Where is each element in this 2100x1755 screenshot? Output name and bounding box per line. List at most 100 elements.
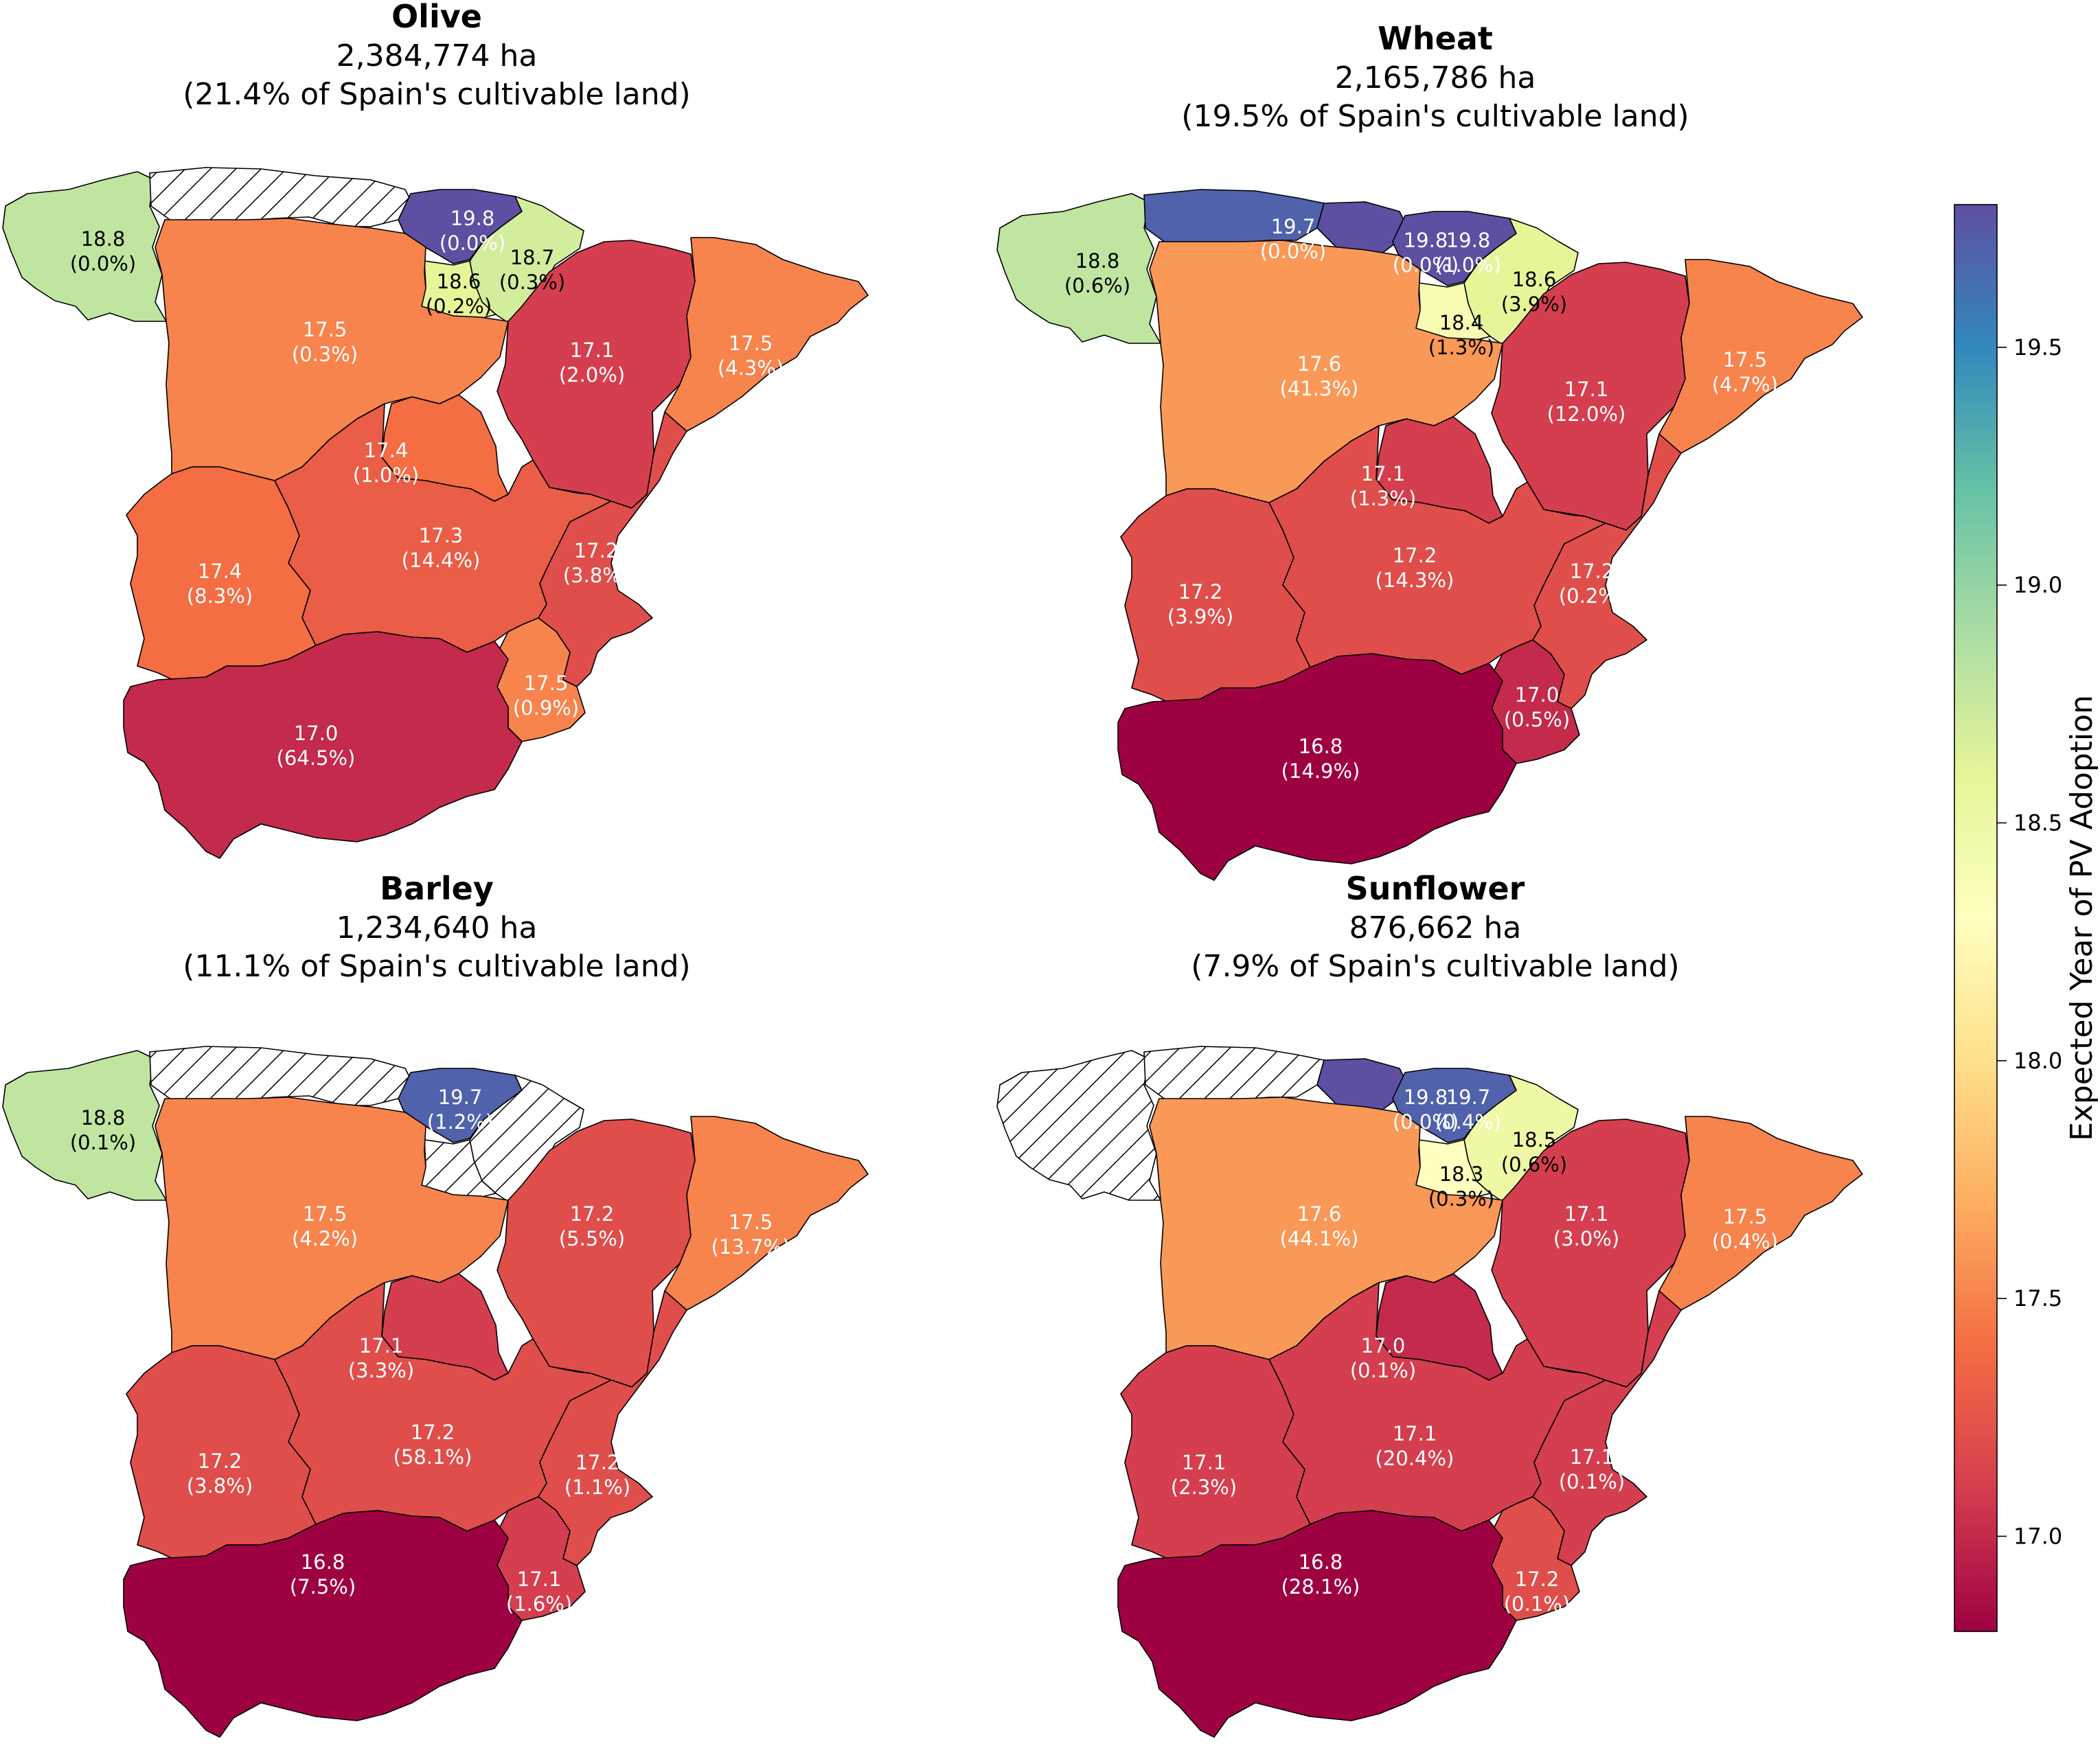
region-share-label: (7.5%) xyxy=(290,1575,356,1598)
panel-title: Olive xyxy=(391,0,482,35)
region-catalonia xyxy=(664,237,869,432)
map: 18.8(0.6%)19.7(0.0%) 19.8(0.0%)19.8(1.0%)… xyxy=(996,189,1863,881)
panel-share: (19.5% of Spain's cultivable land) xyxy=(1181,99,1689,134)
region-share-label: (0.5%) xyxy=(1504,708,1570,731)
region-andalusia xyxy=(1117,1510,1517,1738)
region-share-label: (1.6%) xyxy=(506,1592,572,1616)
region-year-label: 19.7 xyxy=(438,1086,483,1109)
region-share-label: (8.3%) xyxy=(187,584,253,608)
panel-area: 876,662 ha xyxy=(1349,910,1522,945)
region-share-label: (0.0%) xyxy=(440,231,505,255)
region-catalonia xyxy=(664,1116,869,1311)
region-share-label: (1.3%) xyxy=(1350,487,1416,510)
colorbar-gradient xyxy=(1954,204,1998,1632)
region-year-label: 17.1 xyxy=(1182,1451,1226,1474)
region-share-label: (20.4%) xyxy=(1376,1447,1454,1470)
region-year-label: 16.8 xyxy=(301,1550,345,1574)
region-share-label: (64.5%) xyxy=(277,746,356,770)
region-valencia xyxy=(1532,433,1682,709)
panel-share: (11.1% of Spain's cultivable land) xyxy=(183,949,690,984)
colorbar-tick-label: 19.5 xyxy=(2013,334,2062,360)
region-year-label: 17.2 xyxy=(570,1202,615,1226)
region-year-label: 19.8 xyxy=(1404,229,1448,252)
region-year-label: 17.2 xyxy=(1515,1568,1560,1591)
region-year-label: 17.5 xyxy=(1723,1205,1768,1228)
region-share-label: (2.3%) xyxy=(1171,1476,1237,1499)
panel-area: 1,234,640 ha xyxy=(336,910,538,945)
region-year-label: 19.8 xyxy=(1404,1086,1448,1109)
region-year-label: 17.5 xyxy=(1723,348,1768,371)
region-year-label: 19.7 xyxy=(1446,1086,1491,1109)
region-year-label: 17.1 xyxy=(359,1334,404,1357)
region-year-label: 17.5 xyxy=(303,1202,347,1226)
region-year-label: 18.6 xyxy=(437,270,481,293)
colorbar-tick-label: 17.0 xyxy=(2013,1523,2062,1549)
region-year-label: 16.8 xyxy=(1299,1550,1343,1574)
region-share-label: (0.4%) xyxy=(1712,1230,1778,1253)
region-year-label: 17.2 xyxy=(574,539,619,562)
region-year-label: 17.6 xyxy=(1297,1202,1342,1226)
region-year-label: 16.8 xyxy=(1299,735,1343,758)
region-year-label: 17.3 xyxy=(419,524,464,547)
region-year-label: 17.1 xyxy=(1570,1445,1614,1469)
colorbar-tick-label: 18.5 xyxy=(2013,810,2062,836)
region-share-label: (0.1%) xyxy=(1504,1592,1570,1616)
region-castile-and-le-n xyxy=(155,218,509,481)
region-year-label: 17.4 xyxy=(364,439,409,462)
region-year-label: 17.2 xyxy=(198,1449,242,1473)
region-year-label: 17.0 xyxy=(294,722,339,745)
region-year-label: 17.5 xyxy=(524,672,569,695)
region-valencia xyxy=(538,411,687,687)
panel-share: (7.9% of Spain's cultivable land) xyxy=(1191,949,1679,984)
region-year-label: 17.1 xyxy=(1393,1422,1437,1445)
region-year-label: 17.1 xyxy=(1564,378,1609,401)
region-year-label: 18.3 xyxy=(1439,1162,1484,1186)
region-share-label: (0.3%) xyxy=(499,271,565,294)
region-share-label: (0.2%) xyxy=(426,295,492,318)
region-catalonia xyxy=(1658,1116,1863,1311)
region-year-label: 17.0 xyxy=(1361,1334,1406,1357)
region-share-label: (3.3%) xyxy=(348,1359,414,1382)
region-valencia xyxy=(1532,1290,1682,1566)
region-valencia xyxy=(538,1290,687,1566)
region-share-label: (0.0%) xyxy=(1393,253,1459,277)
colorbar-label: Expected Year of PV Adoption xyxy=(2064,695,2099,1141)
region-share-label: (0.1%) xyxy=(1559,1470,1625,1493)
region-share-label: (14.4%) xyxy=(402,549,481,572)
region-galicia xyxy=(996,193,1161,344)
region-share-label: (2.0%) xyxy=(559,363,625,387)
region-share-label: (0.0%) xyxy=(70,252,136,275)
region-year-label: 17.1 xyxy=(517,1568,562,1591)
map: 18.8(0.0%)19.8(0.0%)18.7(0.3%)18.6(0.2%)… xyxy=(2,167,869,859)
region-year-label: 17.2 xyxy=(1570,560,1614,583)
panel-title: Barley xyxy=(380,870,494,907)
region-year-label: 18.8 xyxy=(1075,249,1120,273)
region-galicia xyxy=(2,1050,167,1201)
region-share-label: (3.8%) xyxy=(563,564,629,587)
region-aragon xyxy=(1491,1119,1690,1388)
region-share-label: (14.3%) xyxy=(1376,569,1454,592)
region-year-label: 18.4 xyxy=(1439,311,1484,334)
panel-area: 2,165,786 ha xyxy=(1335,60,1536,95)
region-share-label: (3.0%) xyxy=(1553,1227,1619,1250)
region-share-label: (44.1%) xyxy=(1280,1227,1359,1250)
region-cantabria xyxy=(1316,201,1406,256)
colorbar-tick-label: 17.5 xyxy=(2013,1285,2062,1311)
region-share-label: (1.3%) xyxy=(1428,336,1494,359)
region-year-label: 17.5 xyxy=(303,318,347,341)
region-share-label: (1.0%) xyxy=(353,463,419,487)
region-share-label: (13.7%) xyxy=(711,1235,790,1259)
region-aragon xyxy=(497,240,696,509)
region-share-label: (0.4%) xyxy=(1435,1110,1501,1134)
region-share-label: (12.0%) xyxy=(1547,402,1626,426)
region-share-label: (0.2%) xyxy=(1559,584,1625,608)
region-year-label: 17.5 xyxy=(729,332,773,355)
region-asturias xyxy=(1143,1046,1325,1101)
region-year-label: 17.4 xyxy=(198,560,242,583)
region-castile-and-le-n xyxy=(155,1097,509,1360)
region-year-label: 17.5 xyxy=(729,1211,773,1234)
